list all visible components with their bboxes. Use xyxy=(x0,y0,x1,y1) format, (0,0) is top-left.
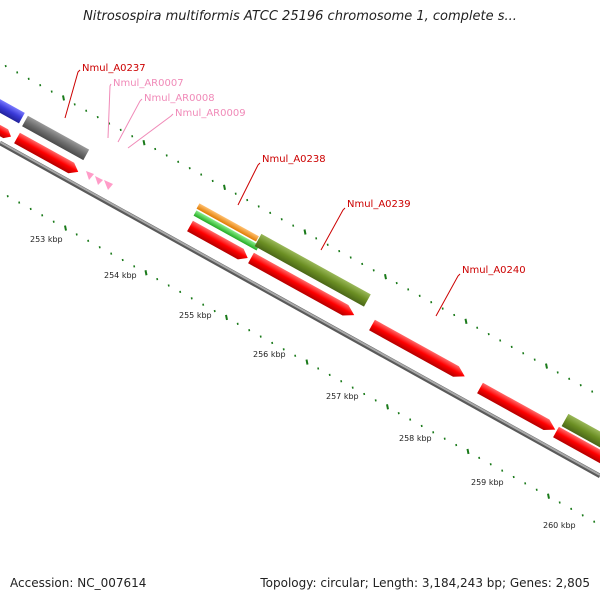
cds-arrow-4 xyxy=(477,382,556,431)
tick-mark xyxy=(64,225,67,231)
tick-mark xyxy=(384,273,387,280)
scale-label: 254 kbp xyxy=(104,271,137,280)
gene-label[interactable]: Nmul_A0240 xyxy=(462,265,526,276)
backbone xyxy=(0,141,600,478)
gene-orange xyxy=(196,203,259,242)
cds-arrow-3 xyxy=(248,252,355,316)
map-title: Nitrosospira multiformis ATCC 25196 chro… xyxy=(83,9,517,24)
rna-arrow-ar0009 xyxy=(104,180,113,190)
gene-labels[interactable]: Nmul_A0237 Nmul_AR0007 Nmul_AR0008 Nmul_… xyxy=(82,63,526,276)
cds-arrow-a0237 xyxy=(14,132,79,174)
cds-arrow-1 xyxy=(0,120,11,139)
tick-mark xyxy=(225,314,228,321)
tick-mark xyxy=(386,404,389,410)
cds-arrow-5 xyxy=(553,426,600,472)
gene-olive-1 xyxy=(254,233,371,307)
scale-label: 256 kbp xyxy=(253,350,286,359)
scale-label: 255 kbp xyxy=(179,311,212,320)
scale-label: 253 kbp xyxy=(30,235,63,244)
gene-label[interactable]: Nmul_AR0007 xyxy=(113,78,184,89)
tick-mark xyxy=(305,359,309,365)
gene-green xyxy=(193,210,260,251)
tick-mark xyxy=(466,448,470,455)
scale-label: 260 kbp xyxy=(543,521,576,530)
gene-label[interactable]: Nmul_A0237 xyxy=(82,63,146,74)
scale-label: 259 kbp xyxy=(471,478,504,487)
gene-label[interactable]: Nmul_AR0009 xyxy=(175,108,246,119)
rna-arrow-ar0008 xyxy=(95,176,103,185)
tick-mark xyxy=(223,184,226,191)
tick-mark xyxy=(144,270,148,276)
scale-label: 258 kbp xyxy=(399,434,432,443)
tick-mark xyxy=(545,363,548,369)
tick-mark xyxy=(142,139,146,146)
rna-arrow-ar0007 xyxy=(86,171,94,180)
tick-mark xyxy=(303,229,307,235)
cds-arrow-a0240 xyxy=(369,319,465,377)
upper-features[interactable] xyxy=(0,91,600,456)
gene-label[interactable]: Nmul_AR0008 xyxy=(144,93,215,104)
callout-lines xyxy=(64,69,461,317)
cds-arrow-2 xyxy=(187,220,248,260)
genome-summary-text: Topology: circular; Length: 3,184,243 bp… xyxy=(260,576,590,590)
accession-text: Accession: NC_007614 xyxy=(10,576,147,590)
gene-blue xyxy=(0,91,25,124)
gene-label[interactable]: Nmul_A0238 xyxy=(262,154,326,165)
tick-mark xyxy=(62,95,65,101)
scale-labels: 253 kbp 254 kbp 255 kbp 256 kbp 257 kbp … xyxy=(30,235,576,530)
scale-label: 257 kbp xyxy=(326,392,359,401)
cds-features[interactable] xyxy=(0,120,600,476)
gene-label[interactable]: Nmul_A0239 xyxy=(347,199,411,210)
gene-olive-2 xyxy=(561,413,600,456)
tick-mark xyxy=(547,493,550,499)
tick-mark xyxy=(464,318,468,325)
gene-gray xyxy=(22,115,90,161)
tick-track xyxy=(4,64,596,523)
rna-features xyxy=(86,171,113,190)
